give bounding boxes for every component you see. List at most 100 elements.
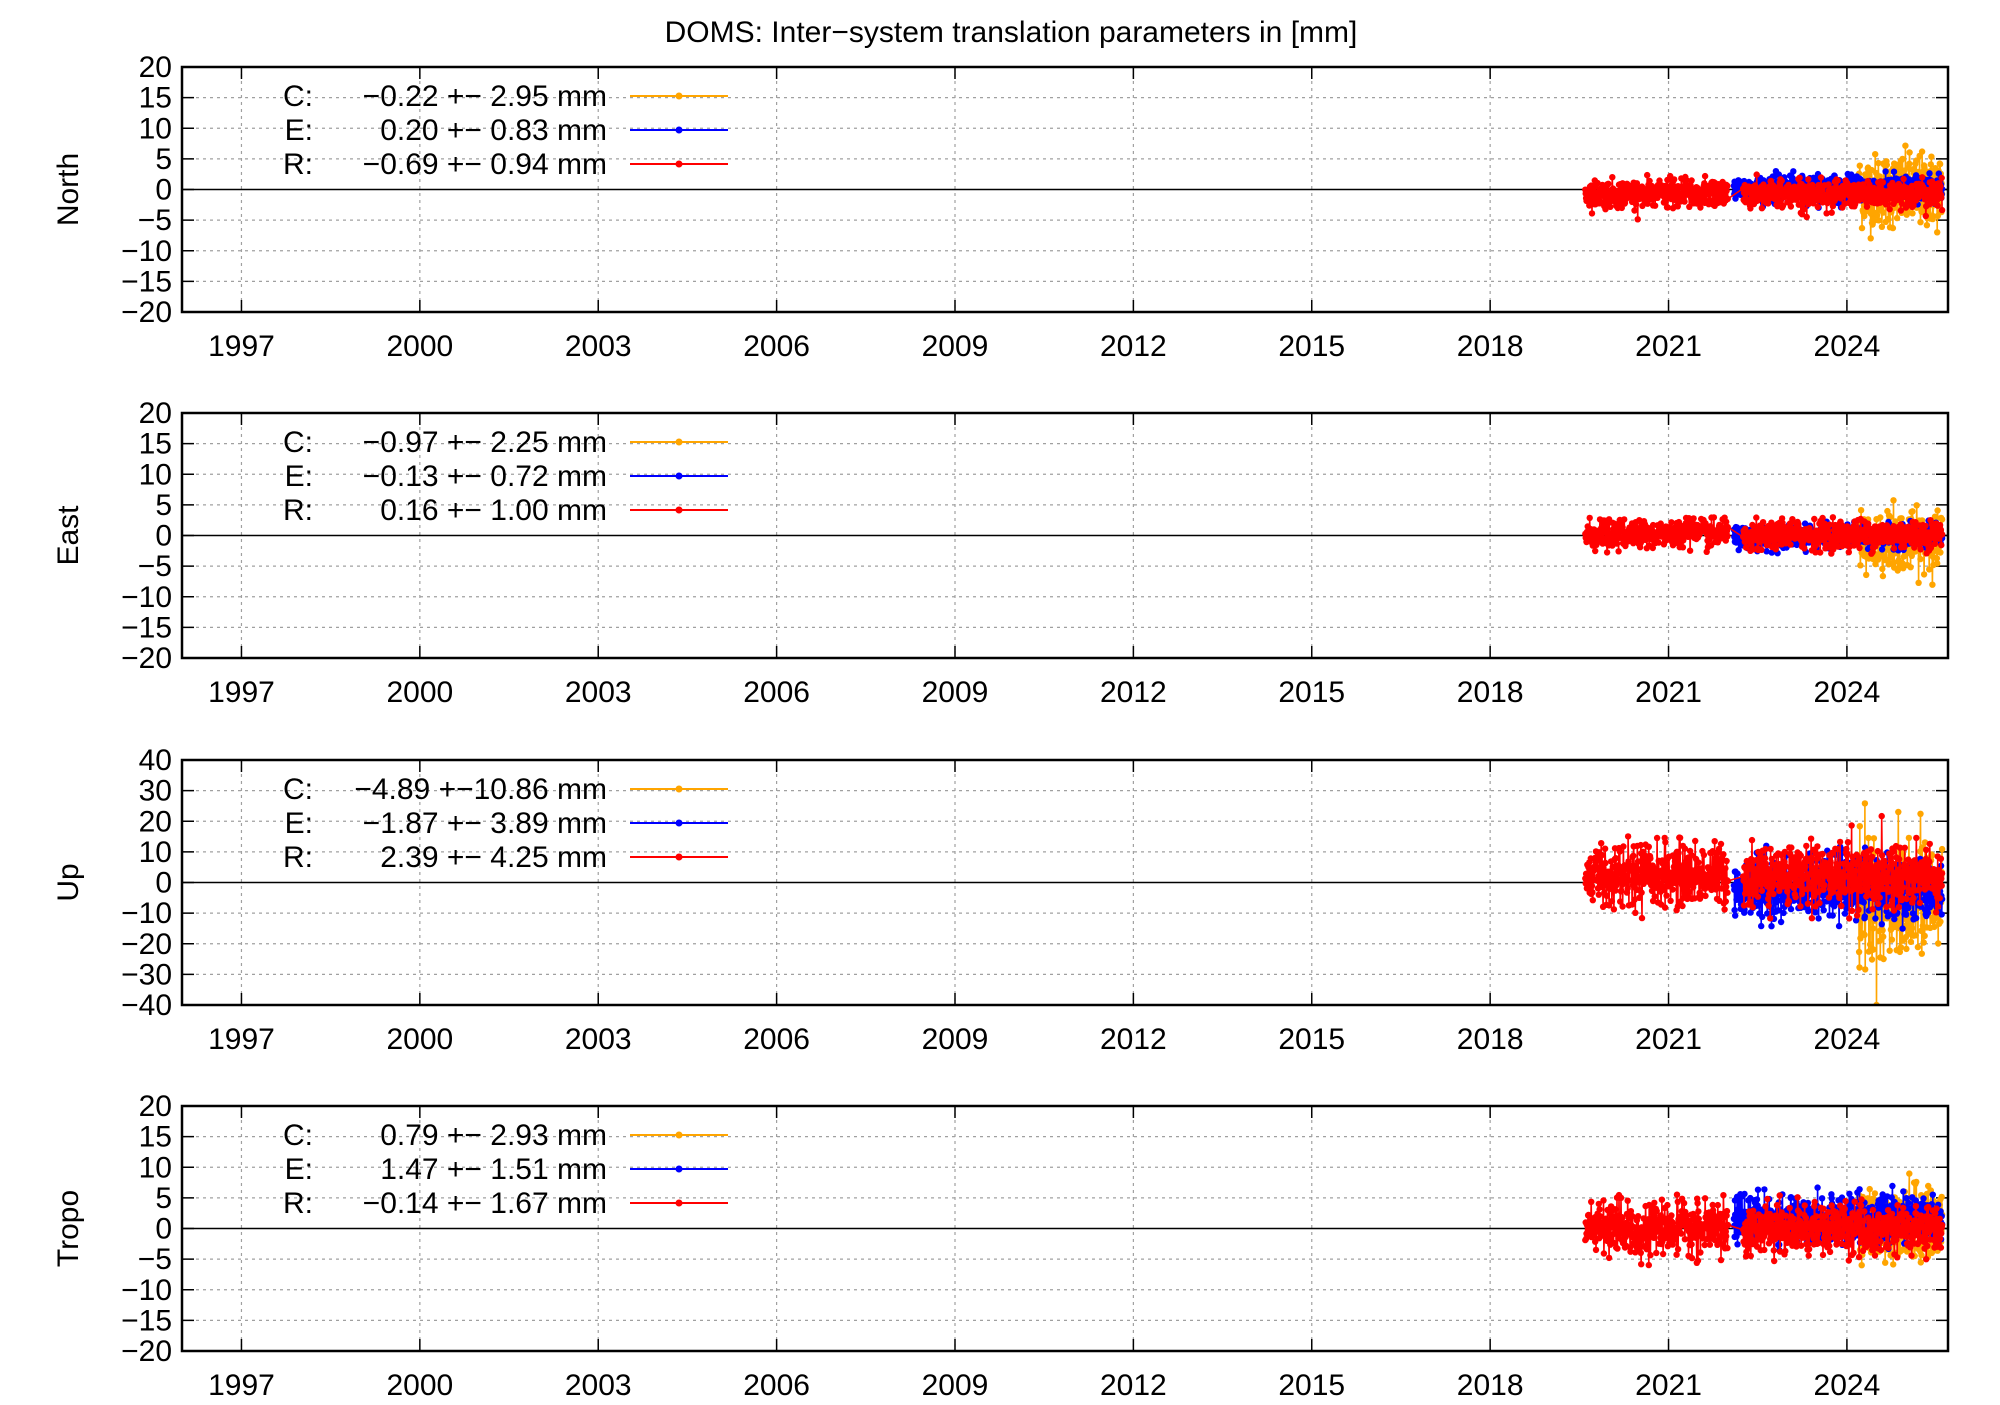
data-point-c [1917,556,1923,562]
data-point-r [1633,201,1639,207]
x-tick-label: 2006 [743,676,810,709]
data-point-r [1800,206,1806,212]
data-point-c [1894,215,1900,221]
data-point-r [1671,176,1677,182]
legend-swatch-point [676,127,683,134]
data-point-r [1760,519,1766,525]
data-point-c [1907,564,1913,570]
data-point-r [1604,549,1610,555]
x-tick-label: 2021 [1635,1023,1702,1056]
data-point-r [1681,198,1687,204]
y-tick-label: 15 [139,82,172,115]
x-tick-label: 2000 [386,1023,453,1056]
legend-value: −0.22 +− 2.95 mm [363,80,607,113]
data-point-c [1935,940,1941,946]
x-tick-label: 2003 [565,1023,632,1056]
x-tick-label: 2009 [922,330,989,363]
x-tick-label: 1997 [208,1023,275,1056]
data-point-c [1909,925,1915,931]
data-point-r [1609,898,1615,904]
data-point-e [1861,899,1867,905]
x-tick-label: 2024 [1814,676,1881,709]
y-tick-label: 5 [155,489,172,522]
data-point-r [1827,522,1833,528]
data-point-e [1731,907,1737,913]
y-tick-label: −30 [121,958,172,991]
data-point-c [1917,219,1923,225]
legend-value: 0.20 +− 0.83 mm [380,114,607,147]
data-point-r [1788,203,1794,209]
data-point-c [1924,222,1930,228]
data-point-c [1884,162,1890,168]
data-point-c [1877,514,1883,520]
data-point-r [1639,915,1645,921]
x-tick-label: 2018 [1457,1023,1524,1056]
data-point-r [1725,196,1731,202]
data-point-r [1662,904,1668,910]
data-point-c [1869,956,1875,962]
data-point-r [1835,177,1841,183]
data-point-r [1680,544,1686,550]
data-point-r [1631,207,1637,213]
data-point-e [1836,923,1842,929]
data-point-r [1662,839,1668,845]
data-point-c [1934,229,1940,235]
data-point-r [1815,204,1821,210]
data-point-c [1919,148,1925,154]
data-point-c [1913,932,1919,938]
data-point-r [1637,867,1643,873]
data-point-e [1926,170,1932,176]
data-point-e [1882,168,1888,174]
y-tick-label: 10 [139,836,172,869]
legend-value: −0.69 +− 0.94 mm [363,148,607,181]
data-point-r [1779,178,1785,184]
data-point-c [1895,809,1901,815]
x-tick-label: 2012 [1100,676,1167,709]
data-point-r [1754,171,1760,177]
data-point-e [1879,546,1885,552]
legend-letter: R: [283,494,313,527]
data-point-c [1937,549,1943,555]
data-point-r [1796,175,1802,181]
data-point-r [1887,206,1893,212]
data-point-r [1702,173,1708,179]
y-tick-label: 5 [155,143,172,176]
data-point-r [1711,514,1717,520]
data-point-r [1590,897,1596,903]
data-point-c [1908,939,1914,945]
legend-letter: C: [283,80,313,113]
x-tick-label: 2000 [386,330,453,363]
legend-value: −0.13 +− 0.72 mm [363,460,607,493]
x-tick-label: 1997 [208,676,275,709]
data-point-r [1939,207,1945,213]
data-point-r [1669,886,1675,892]
data-point-c [1902,143,1908,149]
data-point-c [1909,508,1915,514]
data-point-c [1879,927,1885,933]
data-point-c [1857,562,1863,568]
data-point-r [1724,533,1730,539]
data-point-c [1880,934,1886,940]
y-tick-label: 10 [139,112,172,145]
data-point-r [1922,523,1928,529]
data-point-r [1620,843,1626,849]
data-point-c [1868,235,1874,241]
data-point-r [1630,853,1636,859]
x-tick-label: 2021 [1635,330,1702,363]
x-tick-label: 2015 [1278,1023,1345,1056]
data-point-r [1687,548,1693,554]
data-point-r [1652,203,1658,209]
x-tick-label: 2015 [1278,676,1345,709]
data-point-c [1870,946,1876,952]
data-point-c [1909,210,1915,216]
data-point-r [1811,516,1817,522]
data-point-r [1675,850,1681,856]
y-tick-label: 10 [139,458,172,491]
data-point-e [1862,913,1868,919]
data-point-r [1679,903,1685,909]
data-point-c [1917,811,1923,817]
data-point-r [1625,833,1631,839]
y-tick-label: −40 [121,989,172,1022]
data-point-c [1903,946,1909,952]
